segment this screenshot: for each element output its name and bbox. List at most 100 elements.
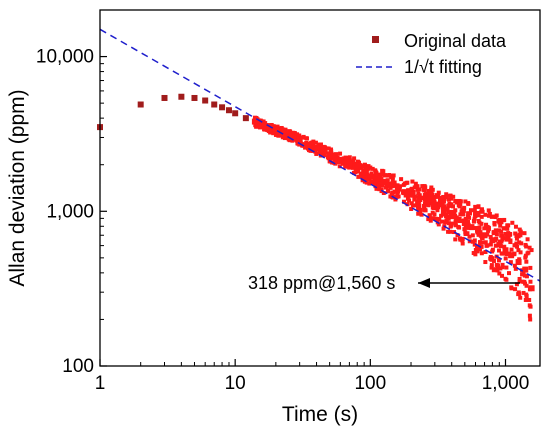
- data-noise-point: [369, 179, 374, 184]
- data-noise-point: [528, 317, 533, 322]
- data-noise-point: [405, 196, 410, 201]
- data-point: [161, 94, 168, 101]
- data-point: [528, 285, 535, 292]
- data-noise-point: [506, 235, 511, 240]
- data-noise-point: [472, 242, 477, 247]
- data-noise-point: [500, 237, 505, 242]
- data-noise-point: [517, 240, 522, 245]
- data-noise-point: [514, 282, 519, 287]
- data-noise-point: [393, 194, 398, 199]
- data-noise-point: [525, 237, 530, 242]
- data-noise-point: [420, 184, 425, 189]
- data-noise-point: [486, 228, 491, 233]
- data-noise-point: [347, 157, 352, 162]
- data-noise-point: [282, 136, 287, 141]
- data-noise-point: [481, 240, 486, 245]
- data-noise-point: [498, 266, 503, 271]
- data-point: [320, 148, 327, 155]
- data-noise-point: [462, 205, 467, 210]
- x-axis-title: Time (s): [282, 403, 358, 426]
- data-noise-point: [355, 162, 360, 167]
- data-noise-point: [518, 250, 523, 255]
- data-noise-point: [392, 180, 397, 185]
- data-noise-point: [437, 198, 442, 203]
- data-noise-point: [494, 232, 499, 237]
- data-noise-point: [381, 190, 386, 195]
- data-noise-point: [347, 165, 352, 170]
- data-noise-point: [471, 251, 476, 256]
- data-noise-point: [472, 208, 477, 213]
- data-noise-point: [479, 251, 484, 256]
- legend: Original data 1/√t fitting: [356, 31, 507, 77]
- data-noise-point: [502, 244, 507, 249]
- data-noise-point: [461, 212, 466, 217]
- data-noise-point: [452, 210, 457, 215]
- data-noise-point: [399, 177, 404, 182]
- data-noise-point: [440, 205, 445, 210]
- data-noise-point: [528, 265, 533, 270]
- data-noise-point: [460, 241, 465, 246]
- data-noise-point: [523, 297, 528, 302]
- data-noise-point: [466, 211, 471, 216]
- data-noise-point: [452, 230, 457, 235]
- data-noise-point: [444, 218, 449, 223]
- x-axis-ticks: 1 10 100 1,000: [95, 359, 529, 394]
- data-noise-point: [457, 225, 462, 230]
- data-noise-point: [396, 189, 401, 194]
- data-noise-point: [479, 214, 484, 219]
- data-noise-point: [418, 207, 423, 212]
- data-noise-point: [516, 292, 521, 297]
- data-point: [401, 189, 408, 196]
- data-noise-point: [353, 170, 358, 175]
- data-point: [266, 125, 273, 132]
- data-noise-point: [438, 195, 443, 200]
- data-point: [416, 196, 423, 203]
- data-noise-point: [524, 274, 529, 279]
- data-noise-point: [356, 174, 361, 179]
- data-noise-point: [465, 220, 470, 225]
- data-point: [288, 133, 295, 140]
- data-noise-point: [418, 209, 423, 214]
- data-noise-point: [463, 199, 468, 204]
- data-point: [354, 165, 361, 172]
- legend-marker-original-data: [372, 36, 379, 43]
- data-noise-point: [288, 138, 293, 143]
- data-point: [225, 107, 232, 114]
- data-noise-point: [290, 131, 295, 136]
- data-noise-point: [522, 279, 527, 284]
- data-noise-point: [436, 202, 441, 207]
- data-point: [346, 160, 353, 167]
- data-noise-point: [269, 122, 274, 127]
- data-noise-point: [513, 231, 518, 236]
- x-tick-label: 10: [225, 373, 246, 394]
- data-noise-point: [465, 225, 470, 230]
- data-point: [372, 175, 379, 182]
- data-noise-point: [376, 181, 381, 186]
- data-noise-point: [491, 258, 496, 263]
- data-noise-point: [507, 271, 512, 276]
- data-point: [367, 173, 374, 180]
- data-noise-point: [477, 225, 482, 230]
- data-noise-point: [436, 222, 441, 227]
- data-noise-point: [517, 279, 522, 284]
- data-point: [481, 232, 488, 239]
- data-noise-point: [504, 265, 509, 270]
- data-noise-point: [523, 242, 528, 247]
- data-noise-point: [317, 150, 322, 155]
- data-noise-point: [391, 173, 396, 178]
- data-point: [461, 220, 468, 227]
- data-noise-point: [527, 303, 532, 308]
- data-noise-point: [444, 212, 449, 217]
- data-noise-point: [357, 162, 362, 167]
- data-noise-point: [448, 224, 453, 229]
- data-point: [448, 213, 455, 220]
- data-noise-point: [358, 173, 363, 178]
- data-noise-point: [419, 212, 424, 217]
- data-noise-point: [364, 166, 369, 171]
- data-noise-point: [362, 162, 367, 167]
- data-point: [361, 169, 368, 176]
- data-noise-point: [488, 256, 493, 261]
- data-point: [313, 145, 320, 152]
- data-noise-point: [372, 173, 377, 178]
- data-noise-point: [503, 276, 508, 281]
